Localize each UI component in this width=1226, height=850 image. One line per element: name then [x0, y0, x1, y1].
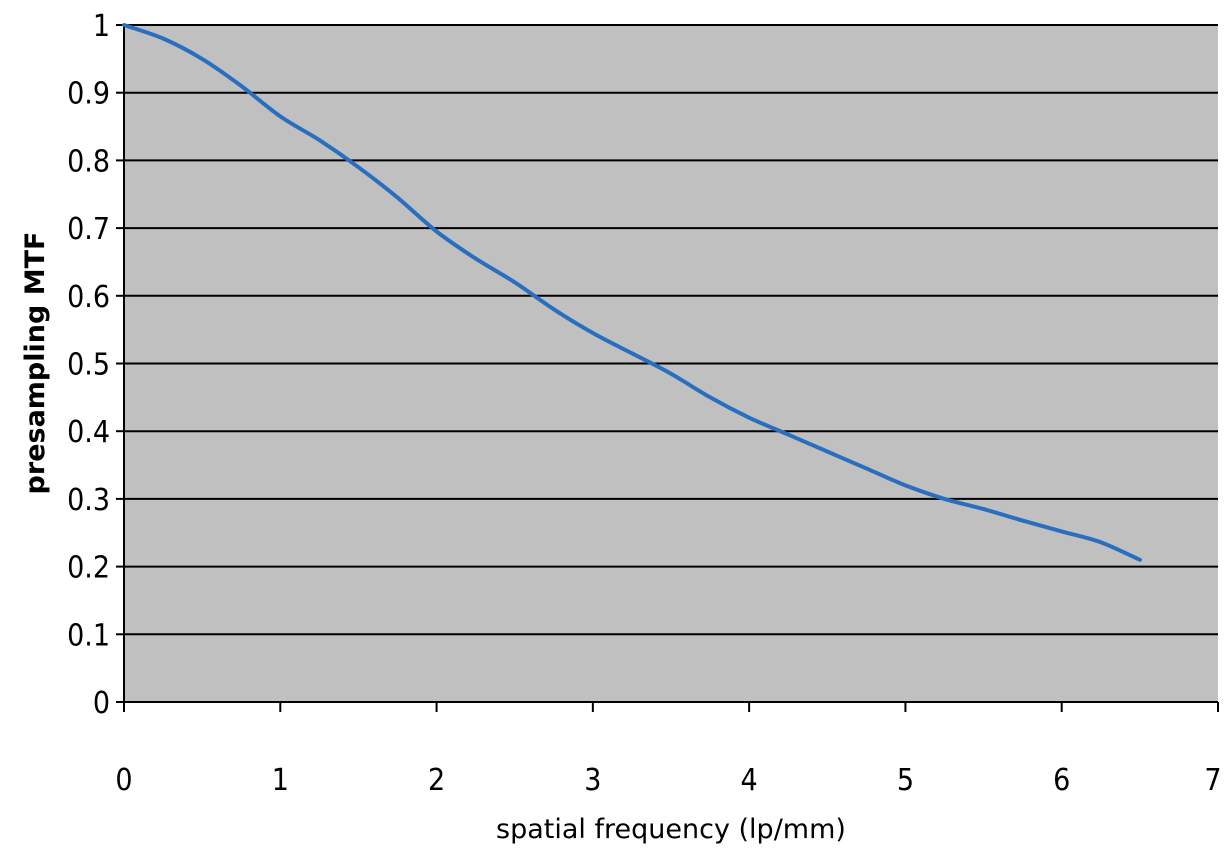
x-tick-label: 6 — [1053, 763, 1070, 798]
x-tick-label: 7 — [1204, 763, 1221, 798]
x-tick-label: 4 — [741, 763, 758, 798]
y-tick-labels: 0 0.1 0.2 0.3 0.4 0.5 0.6 0.7 0.8 0.9 1 — [67, 9, 110, 721]
y-tick-label: 0.8 — [67, 144, 110, 179]
y-tick-label: 1 — [93, 9, 110, 44]
y-tick-label: 0.9 — [67, 77, 110, 112]
mtf-series-line — [122, 23, 1142, 562]
y-tick-label: 0.7 — [67, 212, 110, 247]
x-tick-label: 2 — [428, 763, 445, 798]
axes — [123, 25, 1219, 712]
y-tick-label: 0.3 — [67, 483, 110, 518]
y-axis-title: presampling MTF — [20, 232, 51, 495]
x-tick-label: 0 — [115, 763, 132, 798]
x-tick-label: 3 — [584, 763, 601, 798]
x-tick-label: 1 — [272, 763, 289, 798]
x-tick-label: 5 — [897, 763, 914, 798]
y-tick-label: 0.6 — [67, 280, 110, 315]
y-tick-label: 0.2 — [67, 551, 110, 586]
x-axis-title: spatial frequency (lp/mm) — [496, 814, 846, 845]
y-tick-label: 0.1 — [67, 618, 110, 653]
x-tick-labels: 0 1 2 3 4 5 6 7 — [115, 763, 1221, 798]
gridlines — [116, 24, 1218, 703]
y-tick-label: 0.4 — [67, 415, 110, 450]
y-tick-label: 0.5 — [67, 348, 110, 383]
y-tick-label: 0 — [93, 686, 110, 721]
